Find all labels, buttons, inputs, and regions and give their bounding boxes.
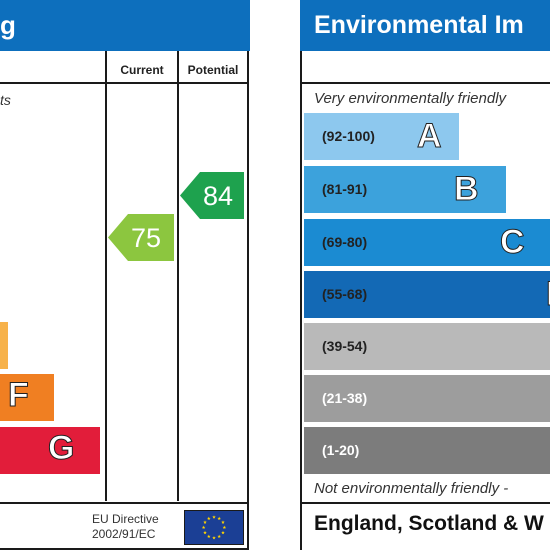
eu-flag-icon <box>184 510 244 545</box>
env-footer-row-divider <box>300 502 550 504</box>
eu-flag-star <box>212 535 216 540</box>
env-band-g: (1-20) <box>304 427 550 474</box>
eu-flag-star <box>217 516 221 521</box>
env-band-f-range: (21-38) <box>322 390 368 406</box>
potential-rating-value: 84 <box>203 181 233 211</box>
env-band-a-letter: A <box>417 117 443 156</box>
eu-directive-line1: EU Directive <box>92 512 159 526</box>
eu-flag-star <box>201 525 206 530</box>
eu-flag-star <box>207 534 211 539</box>
environmental-rating-title: Environmental Im <box>314 11 524 39</box>
potential-rating-arrow: 84 <box>180 172 244 219</box>
env-band-c: (69-80) C <box>304 219 550 266</box>
env-header-row-divider <box>300 82 550 84</box>
footer-row-divider <box>0 502 248 504</box>
env-bottom-note: Not environmentally friendly - <box>314 480 509 497</box>
energy-band-e <box>0 322 8 369</box>
env-band-d-range: (55-68) <box>322 286 368 302</box>
env-band-c-range: (69-80) <box>322 234 368 250</box>
env-band-d-letter: D <box>546 271 550 318</box>
env-region-footer: England, Scotland & W <box>314 512 544 535</box>
eu-flag-star <box>203 520 207 524</box>
header-row-divider <box>0 82 248 84</box>
eu-flag-star <box>221 520 225 524</box>
column-divider-potential <box>177 51 179 501</box>
eu-directive-text: EU Directive 2002/91/EC <box>92 512 180 542</box>
column-header-current: Current <box>120 63 164 77</box>
eu-flag-star <box>207 516 211 521</box>
env-band-e: (39-54) <box>304 323 550 370</box>
energy-band-f: F <box>0 374 54 421</box>
env-band-e-range: (39-54) <box>322 338 368 354</box>
env-band-g-range: (1-20) <box>322 442 360 458</box>
energy-top-note: ts <box>0 92 11 108</box>
env-band-b: (81-91) B <box>304 166 506 213</box>
current-rating-value: 75 <box>131 223 161 253</box>
current-rating-shape <box>108 214 174 261</box>
energy-rating-header: g <box>0 0 250 51</box>
eu-flag-star <box>221 530 225 535</box>
env-band-b-range: (81-91) <box>322 181 368 197</box>
eu-flag-star <box>222 525 227 530</box>
eu-directive-line2: 2002/91/EC <box>92 527 156 541</box>
eu-flag-star <box>203 530 207 535</box>
energy-band-g-letter: G <box>47 429 75 468</box>
energy-rating-title: g <box>0 10 16 40</box>
env-band-d: (55-68) D <box>304 271 550 318</box>
current-rating-arrow: 75 <box>108 214 174 261</box>
eu-flag-star <box>217 534 221 539</box>
env-band-c-letter: C <box>500 223 526 262</box>
env-band-f: (21-38) <box>304 375 550 422</box>
energy-band-f-letter: F <box>8 376 30 415</box>
env-band-a-range: (92-100) <box>322 128 375 144</box>
env-top-note: Very environmentally friendly <box>314 90 507 107</box>
column-header-potential: Potential <box>187 63 239 77</box>
column-divider-current <box>105 51 107 501</box>
env-band-a: (92-100) A <box>304 113 459 160</box>
potential-rating-shape <box>180 172 244 219</box>
env-band-b-letter: B <box>454 170 480 209</box>
energy-band-g: G <box>0 427 100 474</box>
eu-flag-star <box>212 515 216 519</box>
environmental-rating-header: Environmental Im <box>300 0 550 51</box>
